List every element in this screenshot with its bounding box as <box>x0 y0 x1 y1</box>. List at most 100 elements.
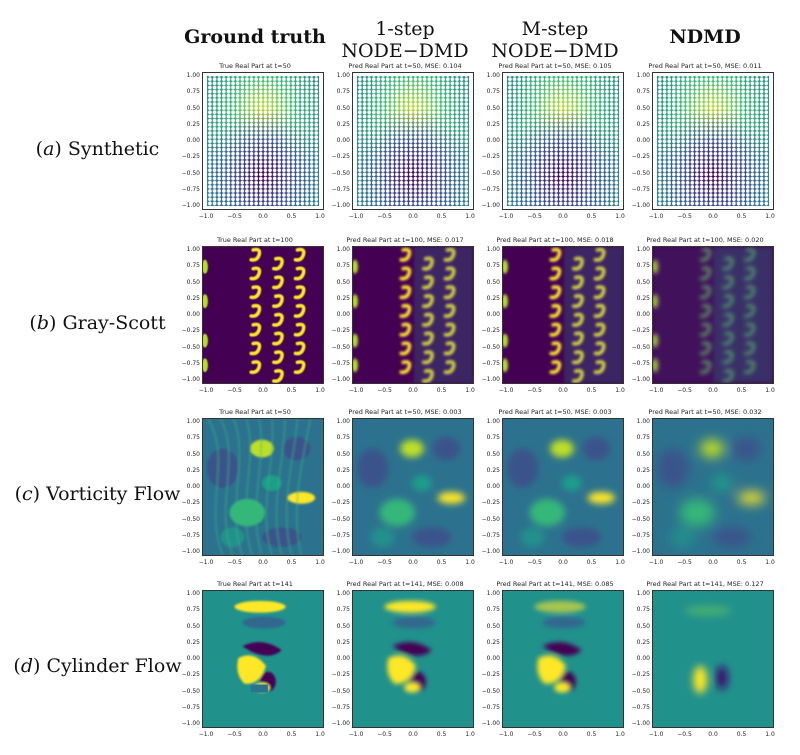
column-header: 1-step NODE−DMD <box>330 18 480 62</box>
y-tick-label: 0.75 <box>336 606 350 614</box>
y-tick-label: 1.00 <box>336 246 350 253</box>
y-tick-label: 0.50 <box>336 104 350 112</box>
row-label: (c) Vorticity Flow <box>14 483 181 505</box>
y-tick-label: −0.50 <box>631 169 650 177</box>
y-tick-label: −0.50 <box>181 169 200 177</box>
x-tick-label: 0.0 <box>708 559 718 566</box>
y-tick-label: 0.00 <box>636 137 650 144</box>
column-header-line1: M-step <box>521 18 589 40</box>
plot-panel: Pred Real Part at t=50, MSE: 0.003 1.00 0.… <box>480 408 630 578</box>
x-tick-label: 0.0 <box>408 731 418 738</box>
x-tick-label: −1.0 <box>348 731 364 738</box>
y-tick-label: 1.00 <box>486 590 500 597</box>
column-header-line2: NODE−DMD <box>491 40 619 62</box>
y-tick-label: −1.00 <box>481 720 500 727</box>
y-tick-label: −1.00 <box>481 548 500 555</box>
y-tick-label: −0.75 <box>631 185 650 193</box>
y-tick-label: 0.25 <box>636 294 650 302</box>
x-tick-label: 1.0 <box>615 559 625 566</box>
column-header-line1: 1-step <box>375 18 435 40</box>
y-tick-label: 0.75 <box>636 88 650 96</box>
y-tick-label: −0.75 <box>331 531 350 539</box>
x-tick-label: 1.0 <box>615 387 625 394</box>
x-tick-label: −0.5 <box>677 213 692 220</box>
y-tick-label: 1.00 <box>336 418 350 425</box>
x-tick-label: 0.0 <box>558 731 568 738</box>
row-name: Vorticity Flow <box>46 483 181 505</box>
y-tick-label: 0.75 <box>636 262 650 270</box>
row-letter: b <box>36 312 50 334</box>
row-name: Cylinder Flow <box>46 655 182 677</box>
y-tick-label: −1.00 <box>631 376 650 383</box>
plot-panel: Pred Real Part at t=141, MSE: 0.127 1.00 0… <box>630 580 780 750</box>
y-tick-label: −0.50 <box>331 687 350 695</box>
x-tick-label: 0.5 <box>736 559 747 566</box>
x-tick-label: 1.0 <box>765 387 775 394</box>
panel-title: Pred Real Part at t=50, MSE: 0.105 <box>498 62 612 70</box>
y-tick-label: −0.50 <box>481 515 500 523</box>
y-tick-label: 0.25 <box>636 466 650 474</box>
y-tick-label: −1.00 <box>181 720 200 727</box>
y-tick-label: 0.75 <box>636 434 650 442</box>
field-image <box>203 591 323 727</box>
y-tick-label: −0.75 <box>331 703 350 711</box>
y-tick-label: −0.75 <box>631 531 650 539</box>
x-tick-label: −1.0 <box>348 559 364 566</box>
x-tick-label: 0.5 <box>586 731 597 738</box>
y-tick-label: 0.25 <box>486 294 500 302</box>
y-tick-label: 0.50 <box>336 622 350 630</box>
x-tick-label: 0.0 <box>408 559 418 566</box>
y-tick-label: 0.75 <box>186 262 200 270</box>
y-tick-label: −0.50 <box>331 515 350 523</box>
x-tick-label: −1.0 <box>648 559 664 566</box>
row-label: (d) Cylinder Flow <box>13 655 182 677</box>
field-image <box>203 247 323 383</box>
field-heatmap <box>352 590 474 728</box>
column-header: Ground truth <box>180 26 330 48</box>
plot-panel: Pred Real Part at t=50, MSE: 0.105 1.00 0.… <box>480 62 630 232</box>
y-tick-label: 0.25 <box>636 638 650 646</box>
y-tick-label: 1.00 <box>186 246 200 253</box>
y-tick-label: −1.00 <box>631 202 650 209</box>
y-tick-label: −1.00 <box>181 376 200 383</box>
column-header-line2: NODE−DMD <box>341 40 469 62</box>
y-tick-label: −0.25 <box>181 327 200 335</box>
y-tick-label: −0.50 <box>331 343 350 351</box>
y-tick-label: 0.00 <box>636 483 650 490</box>
field-image <box>503 73 623 209</box>
x-tick-label: 0.0 <box>558 559 568 566</box>
y-tick-label: −1.00 <box>331 548 350 555</box>
x-tick-label: −0.5 <box>227 213 242 220</box>
field-image <box>353 73 473 209</box>
x-tick-label: 0.0 <box>408 387 418 394</box>
y-tick-label: −0.75 <box>631 703 650 711</box>
y-tick-label: −0.75 <box>181 703 200 711</box>
plot-panel: Pred Real Part at t=100, MSE: 0.020 1.00 0… <box>630 236 780 406</box>
field-heatmap <box>502 418 624 556</box>
y-tick-label: −0.75 <box>181 185 200 193</box>
x-tick-label: 0.0 <box>408 213 418 220</box>
y-tick-label: −1.00 <box>331 376 350 383</box>
y-tick-label: 0.00 <box>186 137 200 144</box>
x-tick-label: −0.5 <box>677 387 692 394</box>
y-tick-label: 0.75 <box>636 606 650 614</box>
y-tick-label: −0.25 <box>631 327 650 335</box>
y-tick-label: 1.00 <box>186 418 200 425</box>
plot-panel: True Real Part at t=100 1.00 0.75 0.50 0.25 0… <box>180 236 330 406</box>
panel-title: Pred Real Part at t=50, MSE: 0.003 <box>498 408 612 416</box>
x-tick-label: −1.0 <box>648 731 664 738</box>
field-heatmap <box>202 590 324 728</box>
x-tick-label: 0.5 <box>286 387 297 394</box>
x-tick-label: 1.0 <box>765 213 775 220</box>
panel-title: Pred Real Part at t=100, MSE: 0.017 <box>346 236 464 244</box>
y-tick-label: 1.00 <box>486 418 500 425</box>
y-tick-label: 0.75 <box>486 606 500 614</box>
panel-title: True Real Part at t=100 <box>217 236 293 244</box>
field-image <box>353 247 473 383</box>
field-heatmap <box>202 246 324 384</box>
plot-panel: Pred Real Part at t=50, MSE: 0.011 1.00 0.… <box>630 62 780 232</box>
x-tick-label: 0.5 <box>436 731 447 738</box>
y-tick-label: −0.50 <box>181 687 200 695</box>
x-tick-label: 0.5 <box>736 213 747 220</box>
x-tick-label: −1.0 <box>198 387 214 394</box>
